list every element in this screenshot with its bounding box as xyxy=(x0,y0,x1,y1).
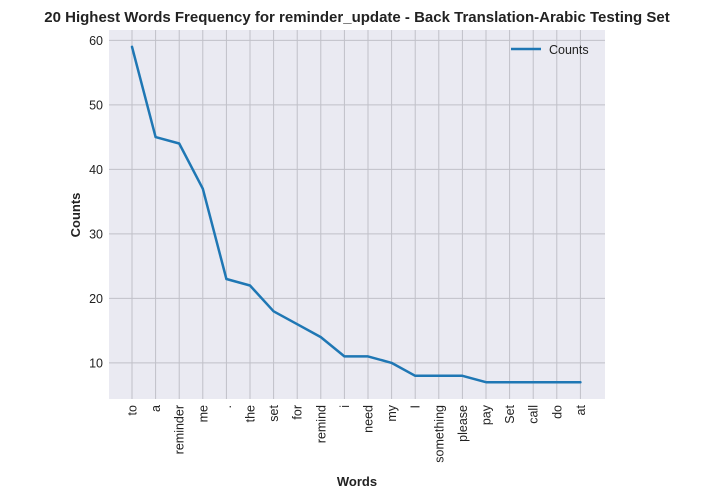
x-tick-label: set xyxy=(267,404,281,421)
grid-lines xyxy=(109,30,605,399)
x-tick-label: a xyxy=(149,405,163,412)
legend-label-counts: Counts xyxy=(549,43,589,57)
x-tick-label: pay xyxy=(480,404,494,425)
x-tick-label: remind xyxy=(314,405,328,443)
x-tick-label: i xyxy=(338,405,352,408)
y-tick-label: 30 xyxy=(89,227,103,241)
x-tick-label: my xyxy=(385,404,399,421)
x-tick-label: me xyxy=(196,405,210,422)
legend: Counts xyxy=(511,43,589,57)
x-tick-label: to xyxy=(126,405,140,415)
x-tick-label: for xyxy=(291,405,305,420)
y-tick-label: 20 xyxy=(89,292,103,306)
y-axis-ticks: 10 20 30 40 50 60 xyxy=(89,34,103,371)
plot-area xyxy=(109,30,605,399)
x-tick-label: . xyxy=(220,405,234,408)
y-tick-label: 10 xyxy=(89,356,103,370)
x-tick-label: call xyxy=(527,405,541,424)
x-tick-label: something xyxy=(432,405,446,463)
x-tick-label: reminder xyxy=(173,405,187,454)
x-tick-label: I xyxy=(409,405,423,408)
x-tick-label: do xyxy=(550,405,564,419)
y-tick-label: 50 xyxy=(89,98,103,112)
x-tick-label: at xyxy=(574,404,588,415)
chart-title: 20 Highest Words Frequency for reminder_… xyxy=(44,9,669,26)
series-line-counts xyxy=(130,45,582,384)
y-tick-label: 60 xyxy=(89,34,103,48)
x-tick-label: Set xyxy=(503,404,517,423)
x-tick-label: need xyxy=(362,405,376,433)
series-layer xyxy=(130,45,582,384)
y-axis-label: Counts xyxy=(68,193,83,238)
x-tick-label: please xyxy=(456,405,470,442)
y-tick-label: 40 xyxy=(89,163,103,177)
x-axis-label: Words xyxy=(337,474,377,489)
x-tick-label: the xyxy=(244,405,258,422)
